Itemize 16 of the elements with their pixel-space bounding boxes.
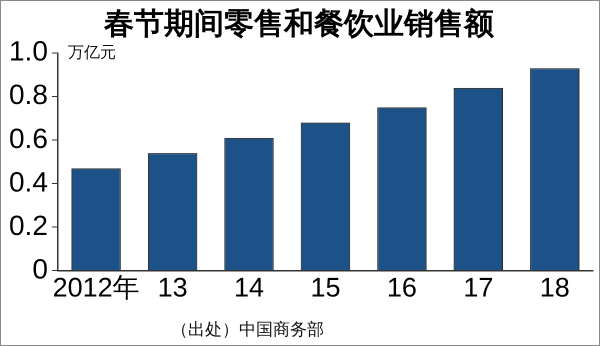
chart-title: 春节期间零售和餐饮业销售额 bbox=[103, 6, 494, 40]
x-tick-label: 2012年 bbox=[52, 272, 140, 302]
x-tick-label: 17 bbox=[463, 272, 494, 302]
x-tick-label: 16 bbox=[386, 272, 417, 302]
y-tick-label: 0.2 bbox=[8, 210, 48, 241]
text: （出处）中国商务部 bbox=[171, 320, 324, 340]
y-tick-label: 1.0 bbox=[8, 36, 48, 67]
x-tick-label: 18 bbox=[540, 272, 570, 302]
x-tick-label: 15 bbox=[310, 272, 340, 302]
y-axis-title: 万亿元 bbox=[68, 44, 116, 62]
y-tick-label: 0.6 bbox=[8, 122, 48, 154]
y-tick-label: 0.8 bbox=[8, 79, 48, 110]
x-tick-label: 13 bbox=[158, 272, 188, 302]
y-tick-label: 0.4 bbox=[8, 166, 48, 198]
x-tick-label: 14 bbox=[234, 272, 264, 302]
y-tick-label: 0 bbox=[32, 253, 48, 284]
